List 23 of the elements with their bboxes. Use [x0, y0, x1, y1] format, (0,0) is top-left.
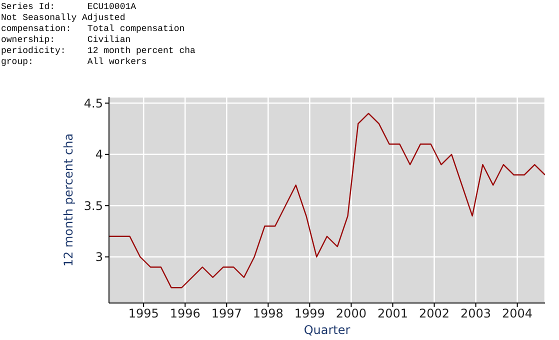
- y-axis-title: 12 month percent cha: [61, 133, 76, 267]
- y-tick-label: 4: [95, 148, 103, 162]
- text: ownership: Civilian: [1, 35, 132, 46]
- x-tick-label: 2001: [377, 306, 408, 321]
- x-tick-label: 2004: [502, 306, 533, 321]
- y-tick-label: 3.5: [84, 198, 103, 213]
- y-tick-label: 4.5: [84, 96, 103, 110]
- x-tick-label: 1999: [294, 306, 325, 321]
- x-tick-label: 2002: [418, 306, 450, 321]
- y-tick-label: 3: [95, 250, 103, 264]
- x-tick-label: 1996: [170, 306, 200, 321]
- text: compensation: Total compensation: [1, 24, 186, 35]
- text: group: All workers: [1, 57, 148, 68]
- text: Series Id: ECU10001A: [1, 2, 138, 13]
- text: Not Seasonally Adjusted: [1, 13, 126, 24]
- x-tick-label: 1997: [211, 306, 242, 321]
- x-tick-label: 1995: [128, 306, 159, 321]
- x-tick-label: 1998: [252, 306, 284, 321]
- x-axis-title: Quarter: [304, 323, 350, 337]
- text: periodicity: 12 month percent cha: [1, 46, 196, 57]
- x-tick-label: 2003: [460, 306, 492, 321]
- x-tick-label: 2000: [336, 306, 366, 321]
- line-series: [109, 112, 545, 288]
